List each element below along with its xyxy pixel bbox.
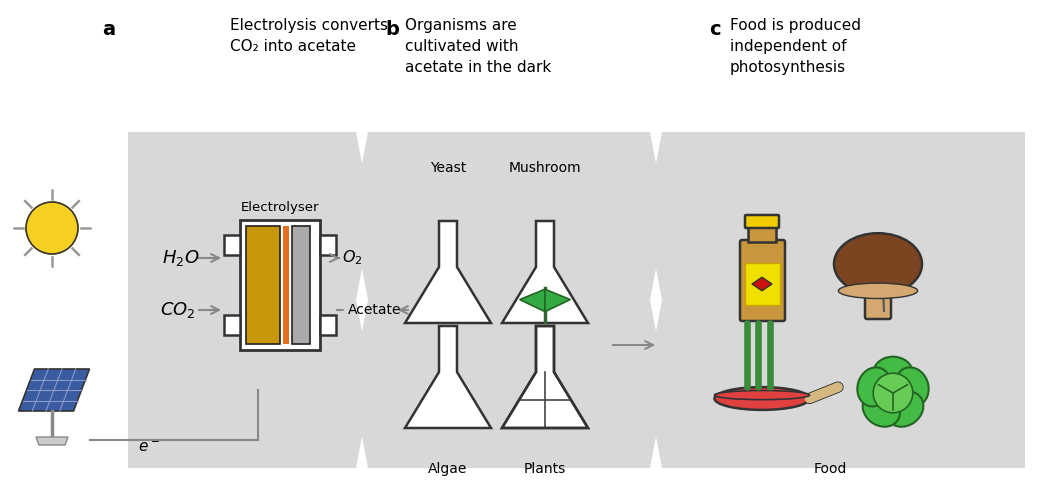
Circle shape <box>873 373 913 413</box>
Bar <box>246 226 279 344</box>
Polygon shape <box>128 132 372 468</box>
Polygon shape <box>502 221 588 323</box>
Ellipse shape <box>838 283 917 299</box>
FancyBboxPatch shape <box>865 258 891 319</box>
Bar <box>292 226 310 344</box>
Bar <box>224 315 240 335</box>
Polygon shape <box>405 221 491 323</box>
Text: Yeast: Yeast <box>430 161 467 175</box>
Polygon shape <box>545 289 570 311</box>
Polygon shape <box>520 289 545 311</box>
Bar <box>283 226 289 344</box>
Ellipse shape <box>895 368 929 406</box>
Ellipse shape <box>862 391 900 427</box>
Text: Acetate: Acetate <box>348 303 401 317</box>
Text: Mushroom: Mushroom <box>509 161 581 175</box>
Bar <box>320 235 336 255</box>
Polygon shape <box>405 400 491 428</box>
Text: $CO_2$: $CO_2$ <box>160 300 195 320</box>
Bar <box>745 263 780 305</box>
Bar <box>865 261 890 273</box>
Text: a: a <box>102 20 115 39</box>
Ellipse shape <box>886 391 924 427</box>
Bar <box>224 235 240 255</box>
Polygon shape <box>752 277 772 291</box>
FancyBboxPatch shape <box>745 215 779 228</box>
Text: Algae: Algae <box>428 462 468 476</box>
Polygon shape <box>352 132 666 468</box>
Bar <box>748 227 776 242</box>
Text: b: b <box>385 20 399 39</box>
Ellipse shape <box>857 368 891 406</box>
Polygon shape <box>502 298 588 323</box>
Text: Electrolysis converts
CO₂ into acetate: Electrolysis converts CO₂ into acetate <box>230 18 388 54</box>
Text: Food: Food <box>814 462 847 476</box>
Text: $e^-$: $e^-$ <box>138 440 160 455</box>
Text: $H_2O$: $H_2O$ <box>162 248 199 268</box>
Text: c: c <box>709 20 721 39</box>
Polygon shape <box>502 326 588 428</box>
Polygon shape <box>405 326 491 428</box>
Ellipse shape <box>715 387 809 410</box>
Polygon shape <box>646 132 1025 468</box>
Circle shape <box>26 202 78 254</box>
Text: Food is produced
independent of
photosynthesis: Food is produced independent of photosyn… <box>730 18 861 75</box>
Ellipse shape <box>715 390 809 400</box>
Polygon shape <box>19 369 89 411</box>
Polygon shape <box>405 298 491 323</box>
Bar <box>240 220 320 350</box>
FancyBboxPatch shape <box>740 240 785 321</box>
Ellipse shape <box>873 357 913 390</box>
Bar <box>320 315 336 335</box>
Polygon shape <box>36 437 68 445</box>
Text: Organisms are
cultivated with
acetate in the dark: Organisms are cultivated with acetate in… <box>405 18 552 75</box>
Text: Plants: Plants <box>524 462 566 476</box>
Ellipse shape <box>834 233 922 295</box>
Text: Electrolyser: Electrolyser <box>241 201 319 214</box>
Text: $O_2$: $O_2$ <box>342 248 363 267</box>
